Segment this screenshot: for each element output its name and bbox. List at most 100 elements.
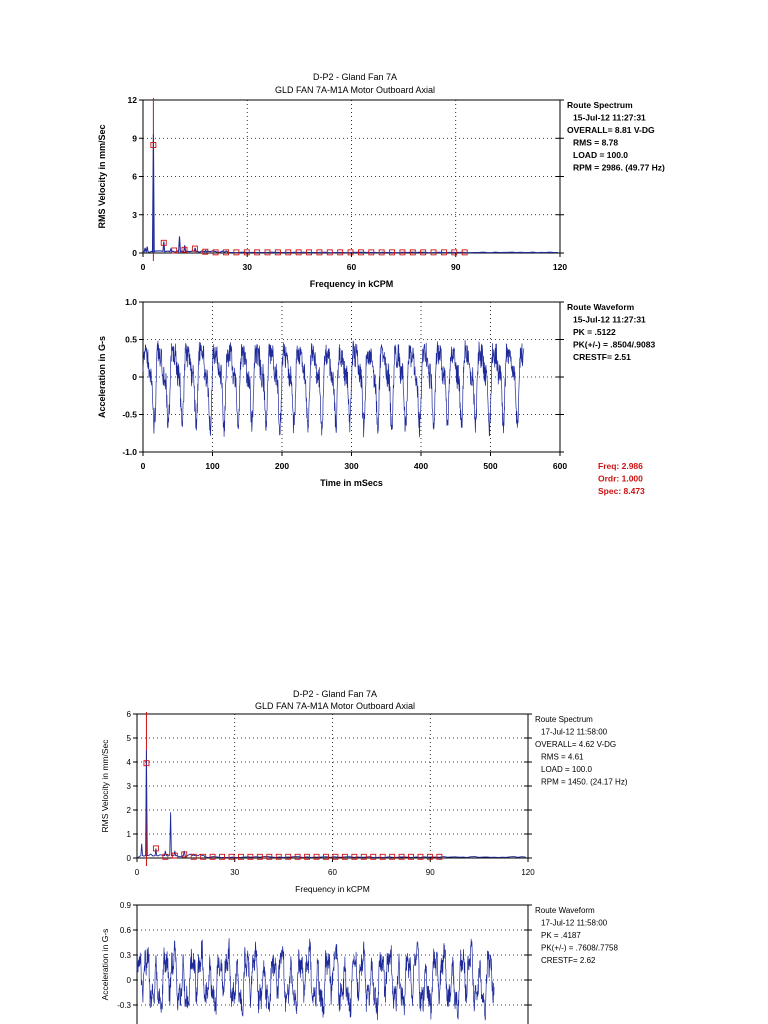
y-tick-label: 0 <box>127 976 132 985</box>
info-line: Route Waveform <box>567 302 635 312</box>
harmonic-marker <box>357 249 364 256</box>
harmonic-marker <box>200 853 207 860</box>
y-tick-label: 0.5 <box>125 335 137 345</box>
spectrum-trace <box>136 749 526 859</box>
info-line: OVERALL= 8.81 V-DG <box>567 125 655 135</box>
harmonic-marker <box>181 851 188 858</box>
waveform-trace <box>136 938 495 1021</box>
harmonic-marker <box>408 853 414 860</box>
y-tick-label: 5 <box>127 734 132 743</box>
harmonic-marker <box>332 853 339 860</box>
x-tick-label: 400 <box>414 461 428 471</box>
info-line: 17-Jul-12 11:58:00 <box>541 728 608 737</box>
harmonic-marker <box>347 249 354 256</box>
y-tick-label: 1.0 <box>125 297 137 307</box>
harmonic-marker <box>420 249 427 256</box>
info-line: CRESTF= 2.51 <box>573 352 631 362</box>
harmonic-marker <box>360 853 367 860</box>
harmonic-marker <box>219 853 225 860</box>
harmonic-marker <box>160 239 167 246</box>
harmonic-marker <box>228 853 235 860</box>
harmonic-marker <box>233 249 240 256</box>
y-tick-label: 9 <box>132 133 137 143</box>
harmonic-marker <box>243 249 250 256</box>
spectrum-chart-1: D-P2 - Gland Fan 7A GLD FAN 7A-M1A Motor… <box>97 72 665 289</box>
x-tick-label: 0 <box>141 461 146 471</box>
x-tick-label: 30 <box>243 262 253 272</box>
harmonic-marker <box>378 249 385 256</box>
harmonic-marker <box>212 249 219 256</box>
y-tick-label: 0 <box>127 854 132 863</box>
info-line: Route Waveform <box>535 906 595 915</box>
x-tick-label: 600 <box>553 461 567 471</box>
info-line: RPM = 2986. (49.77 Hz) <box>573 163 665 173</box>
harmonic-marker <box>223 249 229 256</box>
harmonic-marker <box>171 852 178 859</box>
y-axis-label: Acceleration in G-s <box>100 929 110 1001</box>
y-tick-label: 12 <box>128 95 138 105</box>
harmonic-marker <box>389 853 396 860</box>
harmonic-marker <box>409 249 416 256</box>
chart-title: D-P2 - Gland Fan 7A <box>293 689 377 699</box>
info-line: LOAD = 100.0 <box>573 150 628 160</box>
x-tick-label: 300 <box>344 461 358 471</box>
harmonic-marker <box>190 853 197 860</box>
harmonic-marker <box>389 249 395 256</box>
harmonic-marker <box>152 845 159 852</box>
y-tick-label: 4 <box>127 758 132 767</box>
harmonic-marker <box>285 249 292 256</box>
info-line: 15-Jul-12 11:27:31 <box>573 113 646 123</box>
y-tick-label: 3 <box>127 782 132 791</box>
harmonic-marker <box>440 249 447 256</box>
chart-subtitle: GLD FAN 7A-M1A Motor Outboard Axial <box>255 701 415 711</box>
harmonic-marker <box>171 247 178 254</box>
harmonic-marker <box>237 853 244 860</box>
y-axis-label: Acceleration in G-s <box>97 336 107 418</box>
harmonic-marker <box>306 249 312 256</box>
harmonic-marker <box>313 853 320 860</box>
y-tick-label: -0.3 <box>117 1001 131 1010</box>
harmonic-marker <box>181 246 188 253</box>
info-line: OVERALL= 4.62 V-DG <box>535 740 616 749</box>
x-tick-label: 100 <box>205 461 219 471</box>
harmonic-marker <box>266 853 273 860</box>
x-tick-label: 500 <box>483 461 497 471</box>
info-line: RMS = 4.61 <box>541 753 584 762</box>
spectrum-trace <box>142 134 558 254</box>
waveform-trace <box>142 340 525 438</box>
harmonic-marker <box>294 853 301 860</box>
y-tick-label: 0 <box>132 248 137 258</box>
y-tick-label: 6 <box>132 172 137 182</box>
x-axis-label: Frequency in kCPM <box>295 884 370 894</box>
harmonic-marker <box>379 853 386 860</box>
info-line: RPM = 1450. (24.17 Hz) <box>541 778 628 787</box>
x-tick-label: 90 <box>451 262 461 272</box>
harmonic-marker <box>326 249 333 256</box>
harmonic-marker <box>191 245 198 252</box>
waveform-chart-1: -1.0 -0.5 0 0.5 1.0 0 100 200 300 400 500 600 Time i… <box>97 297 655 496</box>
harmonic-marker <box>209 853 216 860</box>
y-tick-label: 0.3 <box>120 951 132 960</box>
harmonic-marker <box>399 249 406 256</box>
harmonic-marker <box>247 853 254 860</box>
harmonic-marker <box>436 853 443 860</box>
x-tick-label: 0 <box>135 868 140 877</box>
harmonic-marker <box>417 853 424 860</box>
y-axis-label: RMS Velocity in mm/Sec <box>100 739 110 833</box>
x-tick-label: 60 <box>347 262 357 272</box>
x-tick-label: 60 <box>328 868 337 877</box>
harmonic-marker <box>323 853 329 860</box>
info-line: Route Spectrum <box>535 715 593 724</box>
harmonic-marker <box>430 249 437 256</box>
harmonic-marker <box>295 249 302 256</box>
x-axis-label: Frequency in kCPM <box>310 279 394 289</box>
waveform-chart-2: -0.3 0 0.3 0.6 0.9 Acceleration in G-s Route W… <box>100 901 618 1024</box>
harmonic-marker <box>341 853 348 860</box>
info-line: Route Spectrum <box>567 100 633 110</box>
y-tick-label: 6 <box>127 710 132 719</box>
harmonic-marker <box>274 249 281 256</box>
info-line: LOAD = 100.0 <box>541 765 592 774</box>
harmonic-marker <box>368 249 375 256</box>
x-tick-label: 120 <box>553 262 567 272</box>
cursor-readout-line: Ordr: 1.000 <box>598 474 643 484</box>
